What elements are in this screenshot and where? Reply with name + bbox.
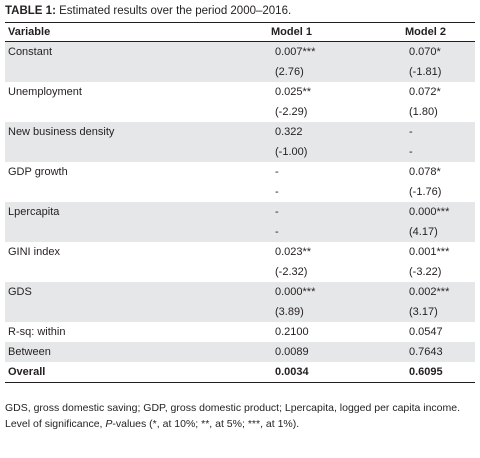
significance-note: Level of significance, P-values (*, at 1… xyxy=(5,418,300,430)
model-1-coefficient: 0.322 xyxy=(175,122,325,142)
model-2-tstat: (4.17) xyxy=(325,222,475,242)
model-2-stat: 0.7643 xyxy=(325,342,475,362)
table-row: Lpercapita - 0.000*** xyxy=(5,202,475,222)
model-1-coefficient: 0.007*** xyxy=(175,41,325,62)
model-1-coefficient: - xyxy=(175,202,325,222)
model-1-tstat: - xyxy=(275,186,279,198)
table-row: GINI index 0.023** 0.001*** xyxy=(5,242,475,262)
table-row: Unemployment 0.025** 0.072* xyxy=(5,82,475,102)
table-caption: TABLE 1: Estimated results over the peri… xyxy=(5,4,291,18)
table-row: (-2.29) (1.80) xyxy=(5,102,475,122)
model-1-tstat: (-2.32) xyxy=(275,266,308,278)
abbreviations-note: GDS, gross domestic saving; GDP, gross d… xyxy=(5,402,461,414)
model-1-tstat: (2.76) xyxy=(175,62,325,82)
results-table: Variable Model 1 Model 2 Constant 0.007*… xyxy=(5,22,475,383)
model-1-stat: 0.0089 xyxy=(175,342,325,362)
model-1-stat: 0.2100 xyxy=(275,326,309,338)
model-1-tstat: - xyxy=(175,222,325,242)
variable-name: Unemployment xyxy=(8,86,82,98)
model-2-tstat: - xyxy=(325,142,475,162)
table-row: New business density 0.322 - xyxy=(5,122,475,142)
table-notes: GDS, gross domestic saving; GDP, gross d… xyxy=(5,402,475,434)
model-1-tstat: (-2.29) xyxy=(275,106,308,118)
table-title: Estimated results over the period 2000–2… xyxy=(59,5,292,17)
model-2-coefficient: 0.070* xyxy=(325,41,475,62)
model-1-tstat: (3.89) xyxy=(175,302,325,322)
table-row: Constant 0.007*** 0.070* xyxy=(5,41,475,62)
variable-name: GDS xyxy=(5,282,175,302)
model-2-coefficient: 0.000*** xyxy=(325,202,475,222)
model-2-stat: 0.0547 xyxy=(409,326,443,338)
stat-name: Between xyxy=(5,342,175,362)
table-row: GDP growth - 0.078* xyxy=(5,162,475,182)
stat-name: R-sq: within xyxy=(8,326,66,338)
model-2-stat: 0.6095 xyxy=(325,362,475,383)
table-row: - (4.17) xyxy=(5,222,475,242)
model-2-coefficient: 0.002*** xyxy=(325,282,475,302)
stat-name: Overall xyxy=(5,362,175,383)
variable-name: GDP growth xyxy=(8,166,68,178)
model-2-coefficient: 0.072* xyxy=(409,86,441,98)
table-row: Overall 0.0034 0.6095 xyxy=(5,362,475,383)
model-2-coefficient: - xyxy=(325,122,475,142)
table-row: (3.89) (3.17) xyxy=(5,302,475,322)
variable-name: Constant xyxy=(5,41,175,62)
header-variable: Variable xyxy=(5,22,175,42)
variable-name: New business density xyxy=(5,122,175,142)
header-model-1: Model 1 xyxy=(175,22,325,42)
model-2-tstat: (3.17) xyxy=(325,302,475,322)
table-row: (-1.00) - xyxy=(5,142,475,162)
table-row: - (-1.76) xyxy=(5,182,475,202)
variable-name: GINI index xyxy=(8,246,60,258)
model-2-tstat: (-1.81) xyxy=(325,62,475,82)
table-row: GDS 0.000*** 0.002*** xyxy=(5,282,475,302)
model-2-coefficient: 0.001*** xyxy=(409,246,450,258)
variable-name: Lpercapita xyxy=(5,202,175,222)
model-1-coefficient: - xyxy=(275,166,279,178)
model-2-tstat: (-1.76) xyxy=(409,186,442,198)
table-row: R-sq: within 0.2100 0.0547 xyxy=(5,322,475,342)
model-1-coefficient: 0.025** xyxy=(275,86,312,98)
table-row: (-2.32) (-3.22) xyxy=(5,262,475,282)
model-1-coefficient: 0.000*** xyxy=(175,282,325,302)
model-1-coefficient: 0.023** xyxy=(275,246,312,258)
table-row: Between 0.0089 0.7643 xyxy=(5,342,475,362)
model-2-tstat: (1.80) xyxy=(409,106,438,118)
header-model-2: Model 2 xyxy=(325,22,475,42)
model-1-stat: 0.0034 xyxy=(175,362,325,383)
model-2-tstat: (-3.22) xyxy=(409,266,442,278)
header-row: Variable Model 1 Model 2 xyxy=(5,22,475,42)
table-label: TABLE 1: xyxy=(5,5,56,17)
model-2-coefficient: 0.078* xyxy=(409,166,441,178)
model-1-tstat: (-1.00) xyxy=(175,142,325,162)
table-row: (2.76) (-1.81) xyxy=(5,62,475,82)
